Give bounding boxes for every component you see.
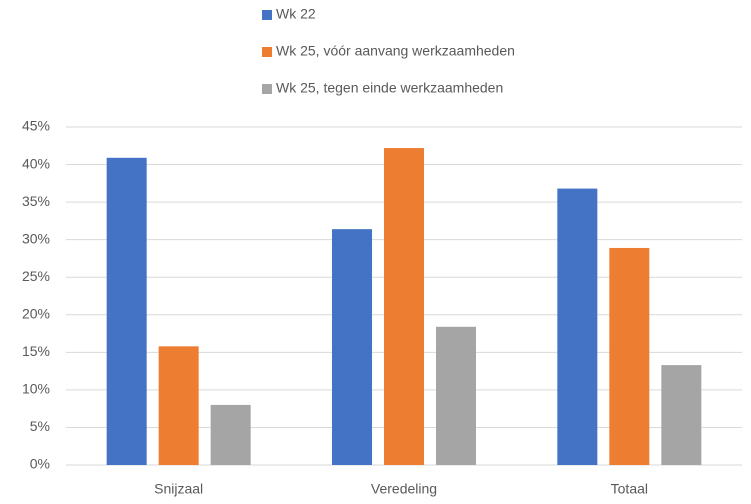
bar	[158, 346, 199, 465]
y-tick-label: 5%	[30, 418, 50, 434]
bar	[332, 229, 372, 465]
bar	[106, 157, 147, 465]
y-tick-label: 10%	[22, 381, 50, 397]
legend-swatch	[262, 84, 272, 94]
y-tick-label: 30%	[22, 230, 50, 246]
bar	[661, 365, 702, 465]
bar	[436, 326, 476, 465]
x-tick-label: Veredeling	[371, 481, 437, 497]
legend-swatch	[262, 47, 272, 57]
legend-label: Wk 22	[276, 6, 316, 22]
legend-label: Wk 25, vóór aanvang werkzaamheden	[276, 43, 515, 59]
bar	[384, 148, 424, 465]
y-tick-label: 40%	[22, 155, 50, 171]
bar	[557, 188, 598, 465]
x-tick-label: Totaal	[611, 481, 648, 497]
y-tick-label: 15%	[22, 343, 50, 359]
y-tick-label: 20%	[22, 305, 50, 321]
y-tick-label: 35%	[22, 193, 50, 209]
y-tick-label: 0%	[30, 456, 50, 472]
bar	[609, 247, 650, 465]
x-tick-label: Snijzaal	[154, 481, 203, 497]
y-tick-label: 45%	[22, 118, 50, 134]
y-tick-label: 25%	[22, 268, 50, 284]
bar	[210, 404, 251, 465]
legend-swatch	[262, 10, 272, 20]
legend-label: Wk 25, tegen einde werkzaamheden	[276, 80, 503, 96]
